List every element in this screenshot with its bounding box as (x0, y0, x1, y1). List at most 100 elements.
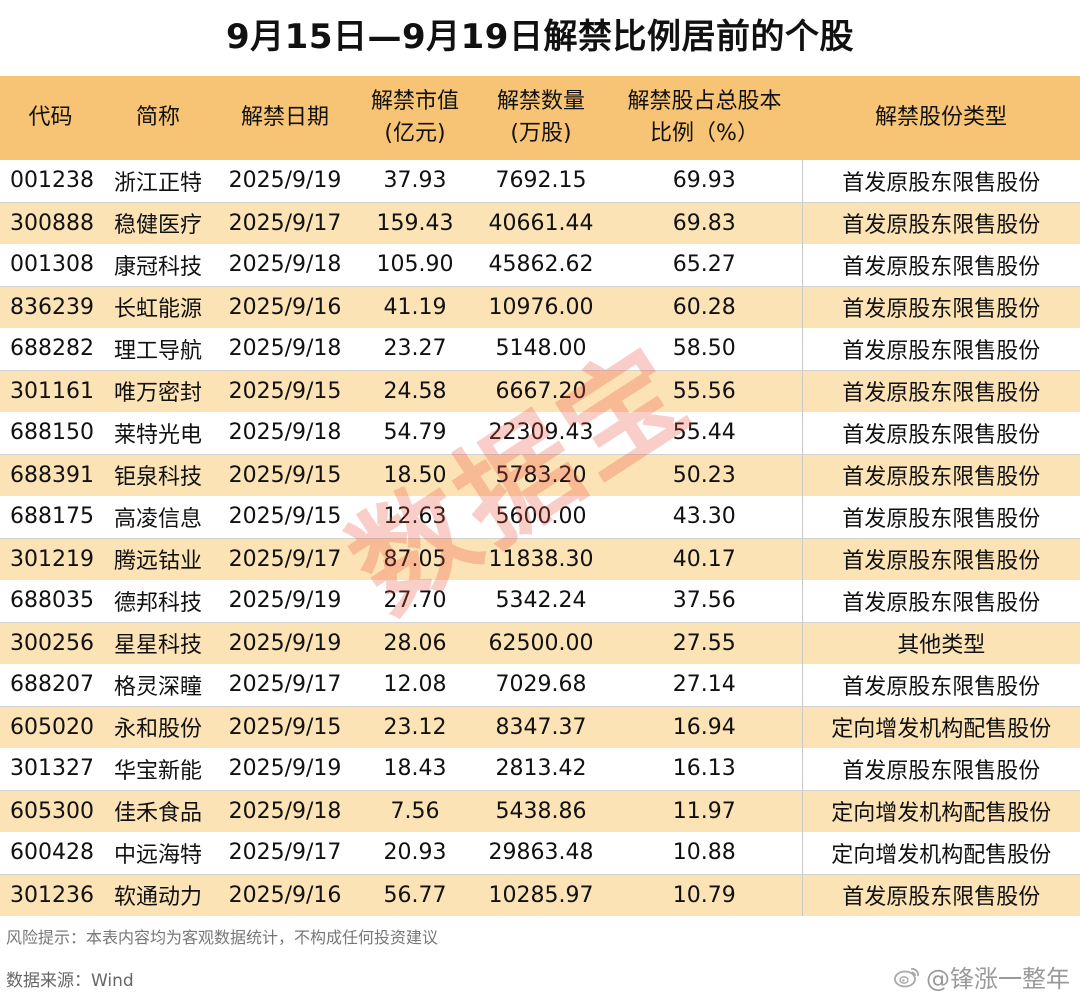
table-cell: 11.97 (672, 798, 736, 824)
table-cell: 11838.30 (488, 546, 594, 572)
table-cell: 首发原股东限售股份 (801, 496, 1080, 539)
table-cell: 23.27 (355, 328, 475, 371)
table-cell: 60.28 (672, 294, 736, 320)
table-cell: 300888 (10, 210, 94, 236)
table-cell: 301219 (10, 546, 94, 572)
table-cell: 62500.00 (488, 630, 594, 656)
table-row: 605020 永和股份 2025/9/15 23.12 8347.37 16.94 定向增发… (0, 706, 1080, 748)
table-cell: 钜泉科技 (113, 465, 202, 491)
table-cell: 40661.44 (488, 210, 594, 236)
table-cell: 首发原股东限售股份 (801, 286, 1080, 328)
table-cell: 27.70 (355, 580, 475, 623)
table-cell: 格灵深瞳 (101, 664, 215, 707)
table-cell: 2025/9/17 (215, 664, 355, 707)
table-cell: 23.12 (383, 714, 447, 740)
table-cell: 105.90 (355, 244, 475, 287)
column-header: 解禁市值 (亿元) (355, 76, 475, 160)
page-title: 9月15日—9月19日解禁比例居前的个股 (226, 17, 854, 57)
table-cell: 定向增发机构配售股份 (801, 832, 1080, 875)
table-cell: 2025/9/18 (228, 798, 342, 824)
table-cell: 2025/9/19 (215, 748, 355, 791)
table-cell: 2813.42 (475, 748, 607, 791)
table-cell: 10285.97 (488, 882, 594, 908)
table-cell: 45862.62 (475, 244, 607, 287)
table-cell: 首发原股东限售股份 (801, 202, 1080, 244)
table-cell: 688175 (0, 496, 101, 539)
table-cell: 10976.00 (488, 294, 594, 320)
table-cell: 5342.24 (475, 580, 607, 623)
table-cell: 18.43 (355, 748, 475, 791)
table-cell: 69.93 (607, 160, 802, 203)
table-cell: 华宝新能 (101, 748, 215, 791)
table-cell: 首发原股东限售股份 (801, 328, 1080, 371)
table-cell: 7692.15 (475, 160, 607, 203)
table-cell: 2025/9/18 (215, 328, 355, 371)
column-header: 解禁股占总股本 比例（%） (607, 76, 802, 160)
table-cell: 2025/9/16 (228, 294, 342, 320)
table-cell: 688207 (0, 664, 101, 707)
table-cell: 55.56 (672, 378, 736, 404)
column-header-line: 解禁数量 (496, 89, 585, 114)
table-cell: 301236 (10, 882, 94, 908)
table-cell: 首发原股东限售股份 (801, 412, 1080, 455)
table-cell: 69.83 (672, 210, 736, 236)
table-cell: 16.94 (672, 714, 736, 740)
column-header-line: 代码 (28, 105, 73, 130)
table-cell: 54.79 (355, 412, 475, 455)
table-cell: 定向增发机构配售股份 (801, 790, 1080, 832)
table-row: 688391 钜泉科技 2025/9/15 18.50 5783.20 50.23 首发原股… (0, 454, 1080, 496)
table-cell: 12.63 (355, 496, 475, 539)
table-cell: 37.56 (607, 580, 802, 623)
column-header-line: 比例（%） (650, 121, 759, 146)
table-header: 代码 简称 解禁日期 解禁市值 (亿元) 解禁数量 (万股) 解禁股占总股本 比例（%） 解禁股份… (0, 76, 1080, 160)
column-header-line: 解禁股份类型 (874, 105, 1007, 130)
table-cell: 2025/9/18 (215, 244, 355, 287)
column-header-line: (亿元) (384, 121, 446, 146)
table-cell: 首发原股东限售股份 (801, 748, 1080, 791)
table-cell: 唯万密封 (113, 381, 202, 407)
table-cell: 2025/9/15 (215, 496, 355, 539)
table-row: 001238 浙江正特 2025/9/19 37.93 7692.15 69.93 首发原股… (0, 160, 1080, 203)
table-body: 001238 浙江正特 2025/9/19 37.93 7692.15 69.93 首发原股… (0, 160, 1080, 916)
table-cell: 10.88 (607, 832, 802, 875)
table-row: 001308 康冠科技 2025/9/18 105.90 45862.62 65.27 首发… (0, 244, 1080, 287)
data-source: 数据来源：Wind (6, 971, 134, 991)
table-cell: 65.27 (607, 244, 802, 287)
table-cell: 浙江正特 (101, 160, 215, 203)
table-cell: 688391 (10, 462, 94, 488)
table-cell: 836239 (10, 294, 94, 320)
table-cell: 7029.68 (475, 664, 607, 707)
table-cell: 300256 (10, 630, 94, 656)
table-cell: 18.50 (383, 462, 447, 488)
table-row: 301219 腾远钴业 2025/9/17 87.05 11838.30 40.17 首发原… (0, 538, 1080, 580)
table-row: 688207 格灵深瞳 2025/9/17 12.08 7029.68 27.14 首发原股… (0, 664, 1080, 707)
table-cell: 永和股份 (113, 717, 202, 743)
table-row: 605300 佳禾食品 2025/9/18 7.56 5438.86 11.97 定向增发机… (0, 790, 1080, 832)
table-row: 301236 软通动力 2025/9/16 56.77 10285.97 10.79 首发原… (0, 874, 1080, 916)
table-cell: 5600.00 (475, 496, 607, 539)
table-cell: 27.55 (672, 630, 736, 656)
table-cell: 星星科技 (113, 633, 202, 659)
table-cell: 605300 (10, 798, 94, 824)
credit-text: @锋涨一整年 (926, 965, 1070, 993)
table-cell: 2025/9/15 (228, 462, 342, 488)
table-cell: 5148.00 (475, 328, 607, 371)
table-cell: 软通动力 (113, 885, 202, 911)
table-cell: 5438.86 (495, 798, 587, 824)
table-cell: 2025/9/16 (228, 882, 342, 908)
column-header-line: 解禁股占总股本 (627, 89, 782, 114)
table-cell: 28.06 (383, 630, 447, 656)
column-header-line: 简称 (135, 105, 180, 130)
table-cell: 7.56 (390, 798, 440, 824)
table-cell: 首发原股东限售股份 (801, 874, 1080, 916)
table-row: 600428 中远海特 2025/9/17 20.93 29863.48 10.88 定向增… (0, 832, 1080, 875)
table-row: 300888 稳健医疗 2025/9/17 159.43 40661.44 69.83 首发… (0, 202, 1080, 244)
column-header-line: (万股) (510, 121, 572, 146)
table-row: 688175 高凌信息 2025/9/15 12.63 5600.00 43.30 首发原股… (0, 496, 1080, 539)
table-cell: 2025/9/15 (228, 378, 342, 404)
table-cell: 莱特光电 (101, 412, 215, 455)
table-row: 301161 唯万密封 2025/9/15 24.58 6667.20 55.56 首发原股… (0, 370, 1080, 412)
table-cell: 688282 (0, 328, 101, 371)
table-cell: 29863.48 (475, 832, 607, 875)
table-cell: 2025/9/19 (228, 630, 342, 656)
